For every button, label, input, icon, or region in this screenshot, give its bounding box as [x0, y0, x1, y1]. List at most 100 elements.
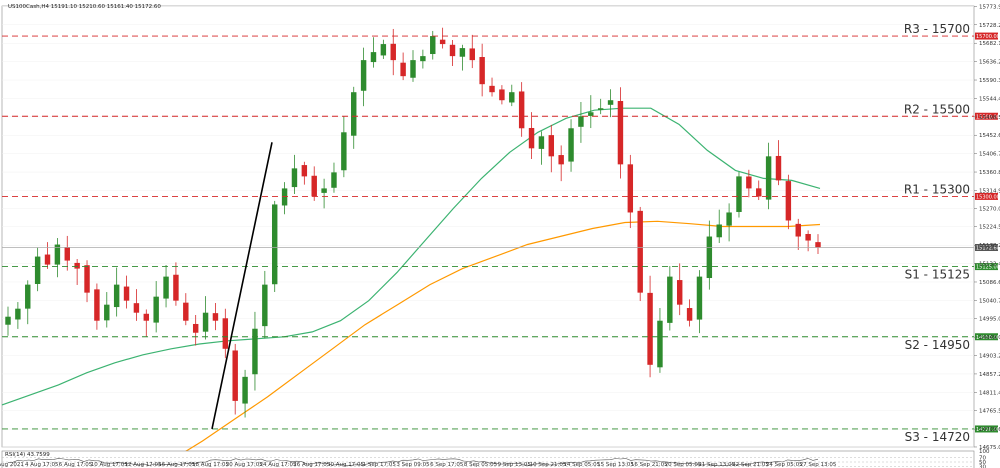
rsi-line	[7, 458, 819, 467]
y-tick-label: 14949.00	[979, 335, 1000, 341]
ma-slow-line	[169, 220, 821, 462]
y-tick-label: 15498.55	[979, 115, 1000, 121]
chart-header: US100Cash,H4 15191.10 15210.60 15161.40 …	[8, 4, 161, 10]
candle-body	[64, 247, 70, 261]
x-tick-label: 20 Sep 05:05	[665, 462, 702, 468]
x-tick-label: 9 Sep 13:05	[498, 462, 532, 468]
y-tick-label: 15086.60	[979, 280, 1000, 286]
y-tick-label: 14811.40	[979, 390, 1000, 396]
candle-body	[815, 242, 821, 248]
x-tick-label: 20 Aug 17:05	[226, 462, 264, 468]
level-label-r3: R3 - 15700	[904, 22, 970, 36]
x-tick-label: 8 Sep 05:05	[464, 462, 498, 468]
y-tick-label: 14765.55	[979, 409, 1000, 415]
candle-body	[588, 112, 594, 116]
level-tag-r2	[975, 112, 998, 120]
candle-body	[15, 308, 21, 320]
candle-body	[795, 223, 801, 237]
rsi-tick-label: 50	[979, 460, 986, 466]
candle-body	[756, 188, 762, 197]
level-label-r2: R2 - 15500	[904, 102, 970, 116]
y-tick-label: 15682.15	[979, 41, 1000, 47]
y-tick-label: 15224.50	[979, 225, 1000, 231]
candle-body	[311, 175, 317, 197]
candle-body	[173, 274, 179, 301]
rsi-label: RSI(14) 43.7599	[5, 452, 50, 458]
candle-body	[252, 328, 258, 375]
candle-body	[657, 320, 663, 368]
x-tick-label: 16 Aug 17:05	[158, 462, 196, 468]
x-tick-label: 26 Aug 17:05	[293, 462, 331, 468]
candle-body	[94, 289, 100, 321]
candle-body	[262, 284, 268, 327]
level-tag-text: 15300.00	[976, 194, 1000, 200]
candle-body	[74, 262, 80, 269]
candle-body	[449, 44, 456, 57]
candle-body	[360, 60, 367, 91]
rsi-tick-label: 30	[979, 464, 986, 468]
candle-body	[439, 39, 446, 45]
y-tick-label: 15360.85	[979, 170, 1000, 176]
candle-body	[400, 62, 406, 77]
candle-body	[706, 236, 713, 279]
x-tick-label: 6 Aug 17:05	[59, 462, 93, 468]
level-label-s3: S3 - 14720	[905, 430, 970, 444]
x-tick-label: 21 Sep 13:05	[698, 462, 735, 468]
candle-body	[183, 302, 189, 321]
y-tick-label: 14857.25	[979, 372, 1000, 378]
candle-body	[538, 136, 545, 149]
candle-body	[518, 91, 525, 129]
level-tag-s3	[975, 425, 998, 433]
candle-body	[479, 57, 485, 85]
y-tick-label: 15544.45	[979, 96, 1000, 102]
candle-body	[627, 164, 634, 213]
candle-body	[380, 44, 387, 56]
candle-body	[696, 276, 703, 320]
candle-body	[25, 284, 31, 309]
candle-body	[568, 128, 574, 162]
y-tick-label: 14995.00	[979, 317, 1000, 323]
candle-body	[716, 224, 722, 238]
candle-body	[163, 276, 169, 299]
candle-body	[726, 212, 732, 226]
candle-body	[805, 233, 811, 241]
level-label-s2: S2 - 14950	[905, 338, 970, 352]
x-tick-label: 10 Sep 21:05	[530, 462, 567, 468]
y-tick-label: 15773.95	[979, 4, 1000, 10]
y-tick-label: 15590.35	[979, 78, 1000, 84]
x-tick-label: 12 Aug 17:05	[124, 462, 162, 468]
x-tick-label: 15 Sep 13:05	[597, 462, 634, 468]
candle-body	[271, 204, 278, 285]
candle-body	[133, 303, 140, 313]
candle-body	[420, 56, 426, 62]
candle-body	[222, 318, 229, 349]
level-label-s1: S1 - 15125	[905, 268, 970, 282]
candle-body	[54, 244, 61, 265]
x-tick-label: 2 Aug 2021	[0, 462, 24, 468]
current-price-tag-text: 15172.60	[976, 246, 1000, 252]
candle-body	[5, 316, 11, 325]
y-tick-label: 15132.45	[979, 262, 1000, 268]
candle-body	[34, 256, 41, 284]
candle-body	[558, 155, 564, 165]
level-tag-text: 15700.00	[976, 34, 1000, 40]
y-tick-label: 15178.25	[979, 243, 1000, 249]
x-tick-label: 22 Sep 21:05	[732, 462, 769, 468]
level-tag-text: 15500.00	[976, 114, 1000, 120]
level-tag-r1	[975, 192, 998, 200]
candle-body	[410, 60, 416, 78]
x-tick-label: 27 Sep 13:05	[800, 462, 837, 468]
candle-body	[291, 168, 298, 188]
level-tag-s1	[975, 263, 998, 271]
y-tick-label: 15314.95	[979, 188, 1000, 194]
candle-body	[607, 100, 614, 105]
candle-body	[390, 43, 396, 61]
candle-body	[489, 85, 495, 93]
y-tick-label: 15040.75	[979, 298, 1000, 304]
x-tick-label: 3 Sep 09:05	[396, 462, 430, 468]
candle-body	[765, 156, 772, 200]
candle-body	[548, 135, 555, 157]
y-tick-label: 15270.05	[979, 206, 1000, 212]
candle-body	[212, 313, 219, 321]
